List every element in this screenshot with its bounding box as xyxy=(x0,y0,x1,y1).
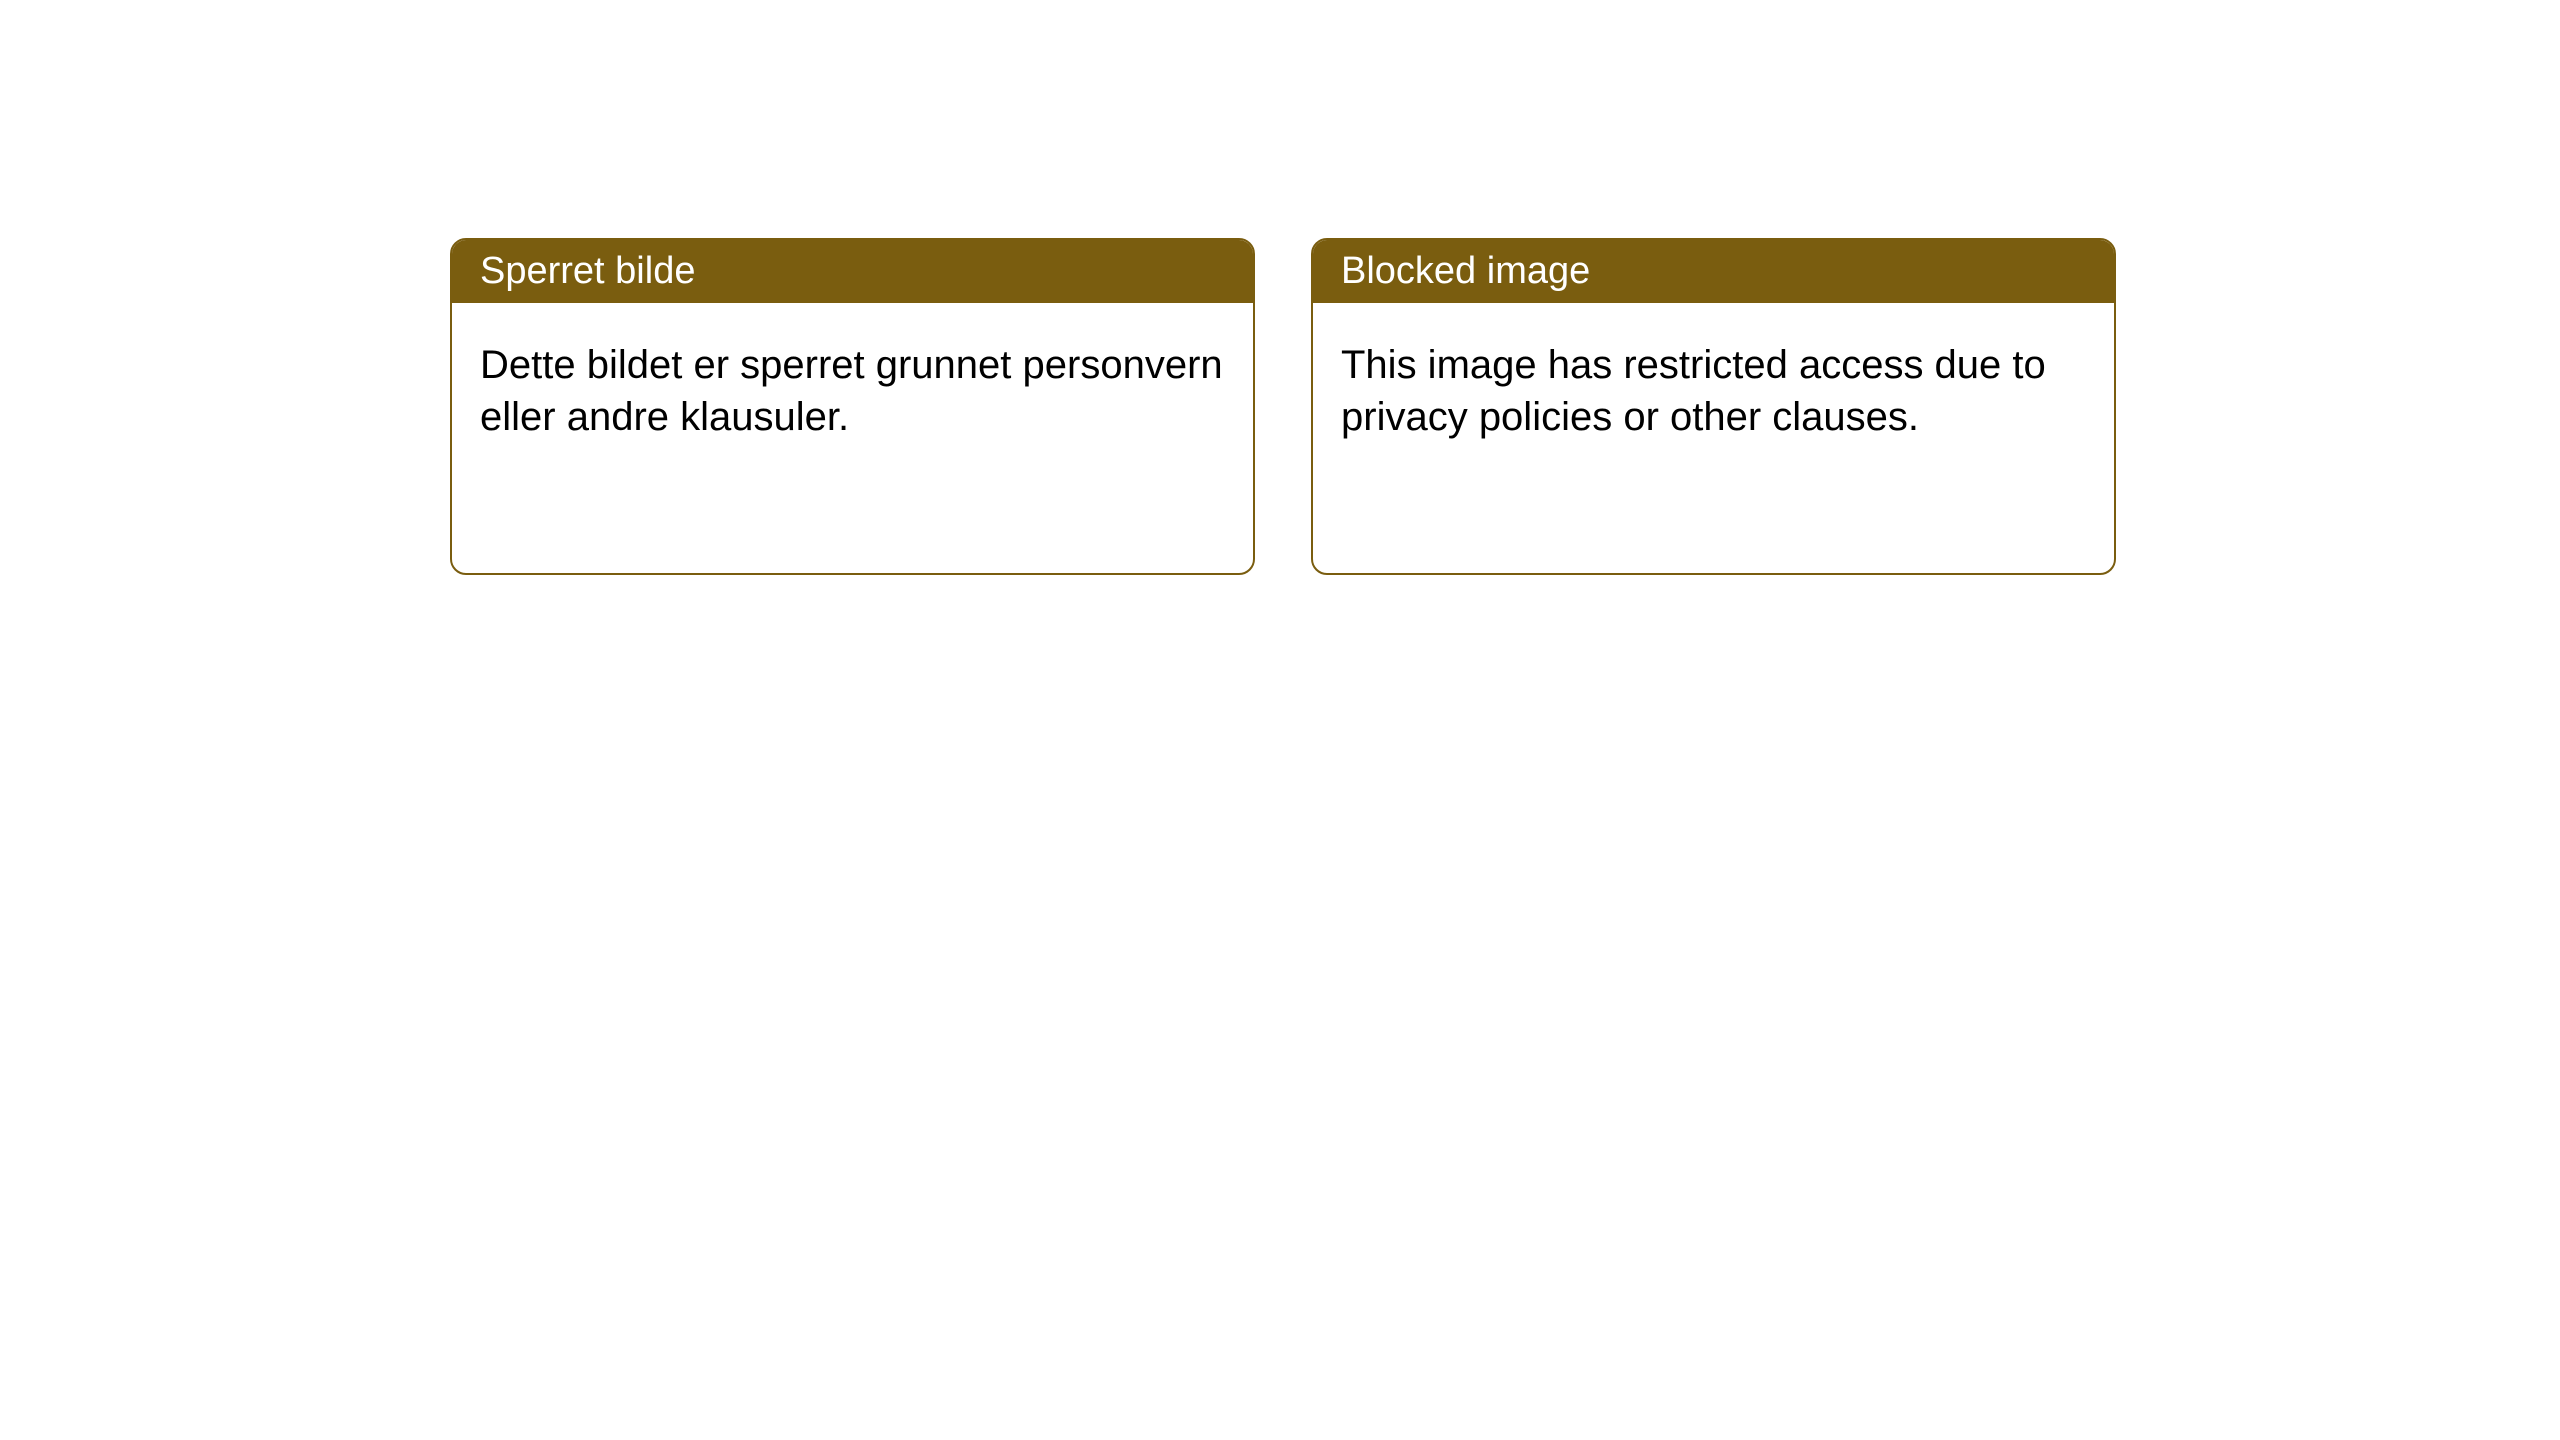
notice-card-english: Blocked image This image has restricted … xyxy=(1311,238,2116,575)
notice-container: Sperret bilde Dette bildet er sperret gr… xyxy=(0,0,2560,575)
notice-header: Sperret bilde xyxy=(452,240,1253,303)
notice-header: Blocked image xyxy=(1313,240,2114,303)
notice-body: Dette bildet er sperret grunnet personve… xyxy=(452,303,1253,573)
notice-card-norwegian: Sperret bilde Dette bildet er sperret gr… xyxy=(450,238,1255,575)
notice-body: This image has restricted access due to … xyxy=(1313,303,2114,573)
